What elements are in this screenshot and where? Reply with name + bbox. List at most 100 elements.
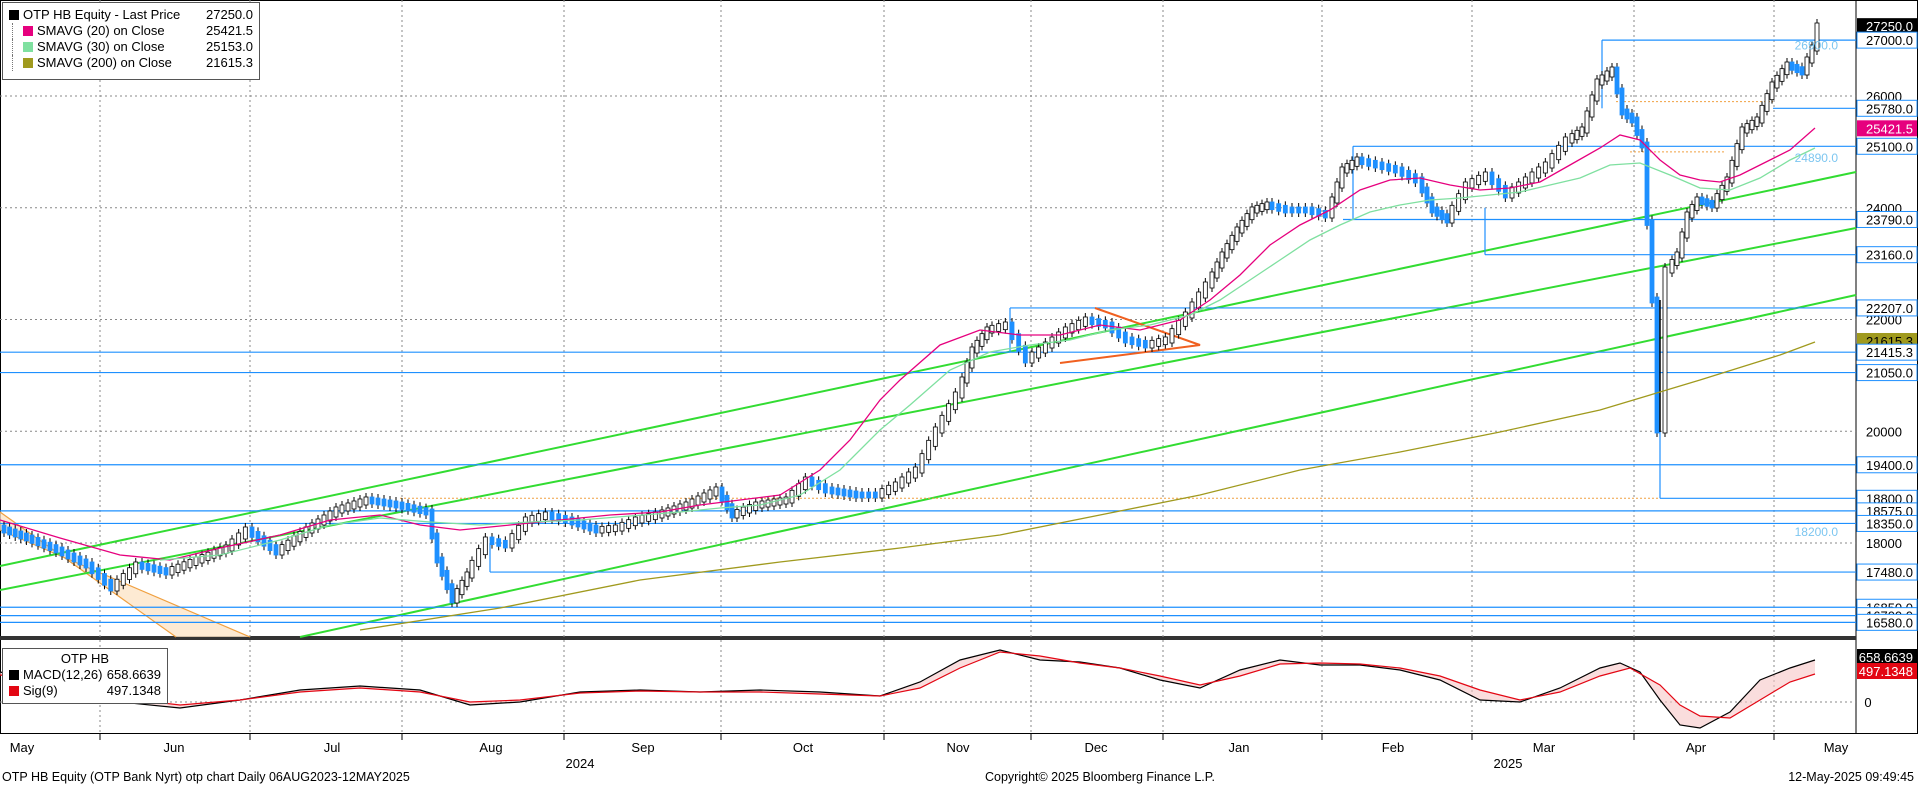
candle-body xyxy=(489,536,495,546)
candle-body xyxy=(695,495,701,506)
candle-body xyxy=(1516,181,1522,194)
candle-body xyxy=(1379,161,1385,171)
trend-channel-line xyxy=(299,294,1857,638)
candle-body xyxy=(729,503,735,519)
legend-swatch-price xyxy=(9,10,19,20)
candle-body xyxy=(899,476,905,489)
price-tag-label: 18350.0 xyxy=(1866,516,1913,531)
candle-body xyxy=(952,391,958,411)
candle-body xyxy=(133,561,139,575)
x-month-label: Aug xyxy=(479,740,502,755)
sma200-line xyxy=(359,341,1816,631)
legend-value: 27250.0 xyxy=(206,7,253,22)
candle-body xyxy=(984,326,990,341)
candle-body xyxy=(822,483,828,494)
candle-body xyxy=(1779,68,1785,82)
candle-body xyxy=(1784,61,1790,76)
x-year-label: 2024 xyxy=(566,756,595,771)
candle-body xyxy=(1674,251,1680,266)
price-tag-label: 21415.3 xyxy=(1866,345,1913,360)
candle-body xyxy=(482,536,488,556)
candle-body xyxy=(1529,171,1535,184)
candle-body xyxy=(1016,333,1022,352)
candle-body xyxy=(1502,184,1508,199)
x-month-label: Feb xyxy=(1382,740,1404,755)
candle-body xyxy=(459,579,465,596)
x-month-label: Oct xyxy=(793,740,814,755)
price-tag-box xyxy=(1857,120,1917,137)
candle-body xyxy=(151,564,157,573)
candle-body xyxy=(1136,338,1142,347)
candle-body xyxy=(1419,176,1425,194)
footer-security: OTP HB Equity (OTP Bank Nyrt) otp chart … xyxy=(2,770,410,784)
candle-body xyxy=(753,501,759,511)
candle-body xyxy=(1476,174,1482,186)
candle-body xyxy=(1489,171,1495,186)
candle-body xyxy=(65,549,71,560)
candle-body xyxy=(1624,108,1630,120)
candle-body xyxy=(549,511,555,521)
legend-row-macd: MACD(12,26) 658.6639 xyxy=(9,667,161,683)
candle-body xyxy=(12,528,18,538)
candle-body xyxy=(1444,213,1450,224)
candle-body xyxy=(879,488,885,499)
candle-body xyxy=(886,484,892,496)
candle-body xyxy=(496,538,502,547)
price-tag-label: 22207.0 xyxy=(1866,301,1913,316)
candle-body xyxy=(327,510,333,522)
candle-body xyxy=(1122,331,1128,344)
candle-body xyxy=(211,549,217,559)
macd-tag-box xyxy=(1857,649,1917,665)
candle-body xyxy=(351,500,357,510)
candle-body xyxy=(1244,213,1250,227)
legend-label: OTP HB Equity - Last Price xyxy=(23,7,181,22)
macd-tag-label: 658.6639 xyxy=(1859,650,1913,665)
price-tag-box xyxy=(1856,31,1918,49)
price-tag-label: 21050.0 xyxy=(1866,366,1913,381)
candle-body xyxy=(1214,261,1220,279)
x-year-label: 2025 xyxy=(1494,756,1523,771)
y-tick-label: 20000 xyxy=(1866,424,1902,439)
candle-body xyxy=(1399,166,1405,177)
candle-body xyxy=(1694,196,1700,211)
candle-body xyxy=(1684,211,1690,239)
x-month-label: Jul xyxy=(324,740,341,755)
candle-body xyxy=(509,533,515,549)
candle-body xyxy=(996,323,1002,332)
price-tag-box xyxy=(1856,456,1918,474)
price-tag-label: 27000.0 xyxy=(1866,33,1913,48)
candle-body xyxy=(29,534,35,544)
candle-body xyxy=(1644,141,1650,226)
chart-frame xyxy=(0,0,1918,734)
price-tag-box xyxy=(1856,137,1918,155)
candle-body xyxy=(1734,143,1740,167)
candle-body xyxy=(734,509,740,519)
candle-body xyxy=(1089,316,1095,326)
price-tag-box xyxy=(1856,246,1918,264)
candle-body xyxy=(1036,346,1042,359)
candle-body xyxy=(1482,171,1488,182)
candle-body xyxy=(405,502,411,512)
candle-body xyxy=(689,498,695,509)
candle-body xyxy=(1774,74,1780,89)
y-tick-label: 18000 xyxy=(1866,536,1902,551)
candle-body xyxy=(1269,201,1275,211)
legend-label: SMAVG (30) on Close xyxy=(37,39,165,54)
candle-body xyxy=(1162,336,1168,346)
candle-body xyxy=(939,414,945,434)
faint-level-label: 24890.0 xyxy=(1795,151,1839,165)
candle-body xyxy=(387,499,393,508)
candle-body xyxy=(1282,204,1288,214)
trend-channel-line xyxy=(0,227,1857,591)
candle-body xyxy=(1239,219,1245,234)
candle-body xyxy=(713,486,719,497)
candle-body xyxy=(619,521,625,532)
candle-body xyxy=(193,556,199,566)
candle-body xyxy=(261,535,267,547)
candle-body xyxy=(102,573,107,586)
candle-body xyxy=(429,508,435,540)
candle-body xyxy=(1009,321,1015,341)
candle-body xyxy=(926,439,932,461)
candle-body xyxy=(47,541,53,552)
macd-legend-title: OTP HB xyxy=(60,651,110,666)
